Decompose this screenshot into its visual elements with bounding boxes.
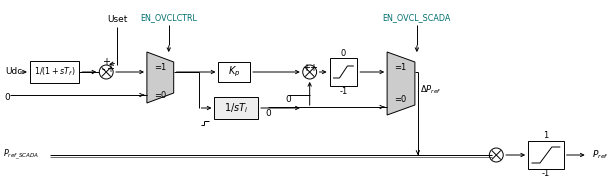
Polygon shape: [147, 52, 174, 103]
Polygon shape: [387, 52, 415, 115]
Text: +: +: [308, 63, 316, 73]
Text: Uset: Uset: [107, 16, 127, 25]
Bar: [30, 61, 80, 83]
Text: 0: 0: [341, 49, 346, 57]
Bar: [218, 62, 250, 82]
Text: +: +: [106, 64, 114, 74]
Text: -1: -1: [542, 170, 550, 179]
Text: =1: =1: [394, 64, 406, 73]
Text: $1/(1+sT_f)$: $1/(1+sT_f)$: [34, 66, 75, 78]
Text: $P_{ref\_SCADA}$: $P_{ref\_SCADA}$: [3, 148, 39, 162]
Text: 0: 0: [265, 108, 271, 118]
Text: $P_{ref}$: $P_{ref}$: [592, 149, 608, 161]
Text: Udc: Udc: [5, 68, 22, 76]
Text: =0: =0: [394, 94, 406, 103]
Bar: [329, 58, 357, 86]
Text: $\Delta P_{ref}$: $\Delta P_{ref}$: [420, 84, 441, 96]
Bar: [528, 141, 564, 169]
Text: =1: =1: [154, 64, 166, 73]
Text: +: +: [102, 57, 110, 67]
Text: -1: -1: [339, 87, 348, 95]
Text: +: +: [302, 63, 310, 73]
Text: 0: 0: [4, 93, 10, 102]
Text: =0: =0: [154, 90, 166, 99]
Text: 1: 1: [543, 132, 548, 141]
Text: 0: 0: [285, 95, 291, 104]
Text: EN_OVCLCTRL: EN_OVCLCTRL: [140, 13, 197, 22]
Text: $K_p$: $K_p$: [228, 65, 241, 79]
Bar: [214, 97, 258, 119]
Text: $1/sT_i$: $1/sT_i$: [224, 101, 248, 115]
Text: EN_OVCL_SCADA: EN_OVCL_SCADA: [382, 13, 451, 22]
Text: -: -: [102, 64, 105, 74]
